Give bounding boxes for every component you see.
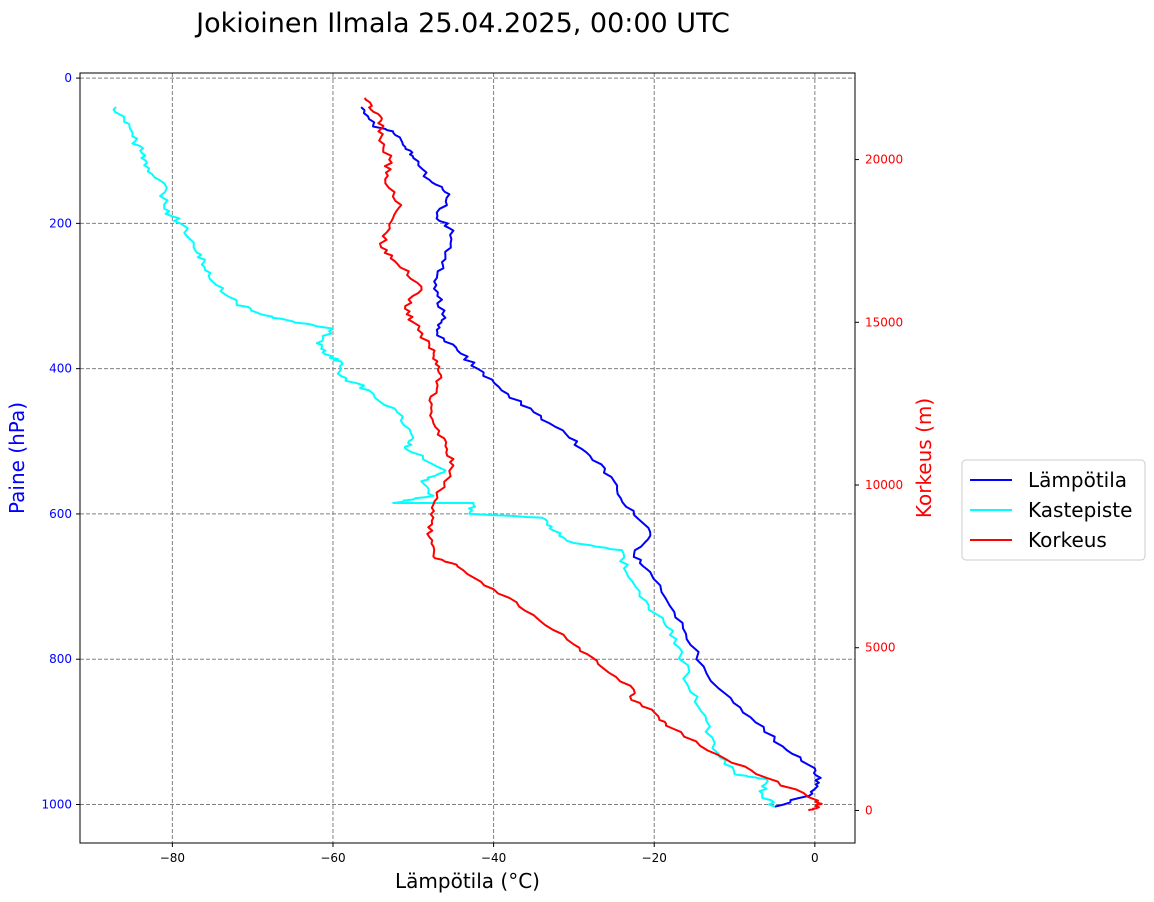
- y-tick-label: 800: [49, 652, 72, 666]
- dewpoint-line: [112, 106, 776, 808]
- series-layer: [112, 97, 823, 812]
- y-axis-label: Paine (hPa): [5, 402, 29, 514]
- y-tick-label: 200: [49, 216, 72, 230]
- grid-lines: [80, 73, 855, 843]
- x-axis: −80 −60 −40 −20 0: [160, 843, 819, 865]
- y-tick-label: 600: [49, 507, 72, 521]
- temperature-line: [360, 106, 822, 808]
- y-axis-height: 0 5000 10000 15000 20000: [855, 153, 903, 817]
- legend-label: Korkeus: [1028, 528, 1107, 552]
- y-tick-label: 0: [64, 71, 72, 85]
- legend-label: Lämpötila: [1028, 468, 1127, 492]
- legend-box: [961, 459, 1146, 561]
- y2-tick-label: 20000: [865, 153, 903, 167]
- y-tick-label: 1000: [41, 798, 72, 812]
- x-tick-label: −60: [320, 851, 345, 865]
- legend-label: Kastepiste: [1028, 498, 1132, 522]
- y-tick-label: 400: [49, 362, 72, 376]
- y2-axis-label: Korkeus (m): [912, 398, 936, 518]
- x-tick-label: −40: [481, 851, 506, 865]
- y2-tick-label: 15000: [865, 315, 903, 329]
- x-axis-label: Lämpötila (°C): [395, 869, 540, 893]
- y2-tick-label: 10000: [865, 478, 903, 492]
- height-line: [364, 97, 823, 812]
- y-axis-pressure: 0 200 400 600 800 1000: [41, 71, 80, 812]
- x-tick-label: −80: [160, 851, 185, 865]
- chart-title: Jokioinen Ilmala 25.04.2025, 00:00 UTC: [194, 8, 730, 39]
- y2-tick-label: 0: [865, 803, 873, 817]
- plot-frame: [79, 72, 856, 844]
- x-tick-label: −20: [642, 851, 667, 865]
- legend: Lämpötila Kastepiste Korkeus: [961, 459, 1146, 561]
- x-tick-label: 0: [811, 851, 819, 865]
- y2-tick-label: 5000: [865, 641, 896, 655]
